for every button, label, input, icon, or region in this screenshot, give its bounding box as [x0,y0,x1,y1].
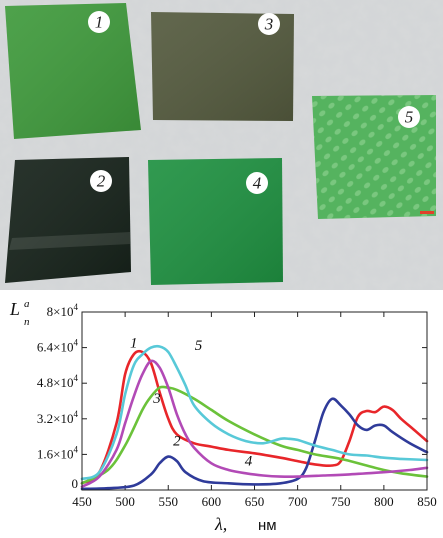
sample-label-5: 5 [398,106,420,128]
sample-5-scale-mark [420,211,434,214]
sample-label-2: 2 [90,170,112,192]
svg-text:2: 2 [97,172,106,191]
samples-photo: 1 3 5 2 4 [0,0,443,290]
sample-2 [5,157,131,283]
x-tick-label: 700 [288,494,308,509]
series-line-1 [80,349,429,485]
sample-label-3: 3 [258,13,280,35]
x-axis-title: λ, нм [214,514,277,534]
y-tick-label: 0 [72,476,79,491]
x-tick-label: 450 [72,494,92,509]
x-tick-label: 800 [374,494,394,509]
y-tick-label: 1.6×104 [37,444,79,461]
series-line-4 [80,359,429,488]
svg-text:3: 3 [264,15,274,34]
svg-text:1: 1 [95,13,104,32]
curve-label-1: 1 [130,336,138,352]
svg-text:n: n [24,316,30,328]
svg-text:4: 4 [253,174,262,193]
svg-text:0: 0 [72,476,79,491]
curve-label-4: 4 [245,454,253,470]
svg-text:1.6×104: 1.6×104 [37,444,79,461]
x-tick-label: 500 [115,494,135,509]
x-tick-label: 600 [202,494,222,509]
svg-text:8×104: 8×104 [47,302,79,319]
plot-frame [81,311,428,491]
sample-1 [5,3,141,139]
curve-label-2: 2 [173,434,181,450]
sample-label-4: 4 [246,172,268,194]
y-tick-label: 3.2×104 [37,409,79,426]
sample-3 [151,12,294,121]
svg-text:5: 5 [405,108,414,127]
svg-text:a: a [24,298,30,310]
y-tick-label: 4.8×104 [37,373,79,390]
sample-label-1: 1 [88,11,110,33]
svg-text:6.4×104: 6.4×104 [37,338,79,355]
curve-label-5: 5 [195,338,203,354]
series-line-3 [80,385,429,485]
x-tick-label: 650 [245,494,265,509]
curve-label-3: 3 [152,391,161,407]
series-line-2 [80,397,429,491]
svg-text:4.8×104: 4.8×104 [37,373,79,390]
svg-text:3.2×104: 3.2×104 [37,409,79,426]
y-axis-title: L a n [9,298,30,328]
svg-text:нм: нм [258,517,277,534]
svg-text:L: L [9,299,20,319]
y-tick-label: 6.4×104 [37,338,79,355]
series-line-5 [80,344,429,481]
x-tick-label: 750 [331,494,351,509]
spectrum-chart: L a n 0 1.6×104 3.2×104 4.8×104 6.4×104 8×104… [9,298,437,534]
svg-text:λ,: λ, [214,514,227,534]
y-tick-label: 8×104 [47,302,79,319]
x-tick-label: 550 [159,494,179,509]
x-tick-label: 850 [417,494,437,509]
